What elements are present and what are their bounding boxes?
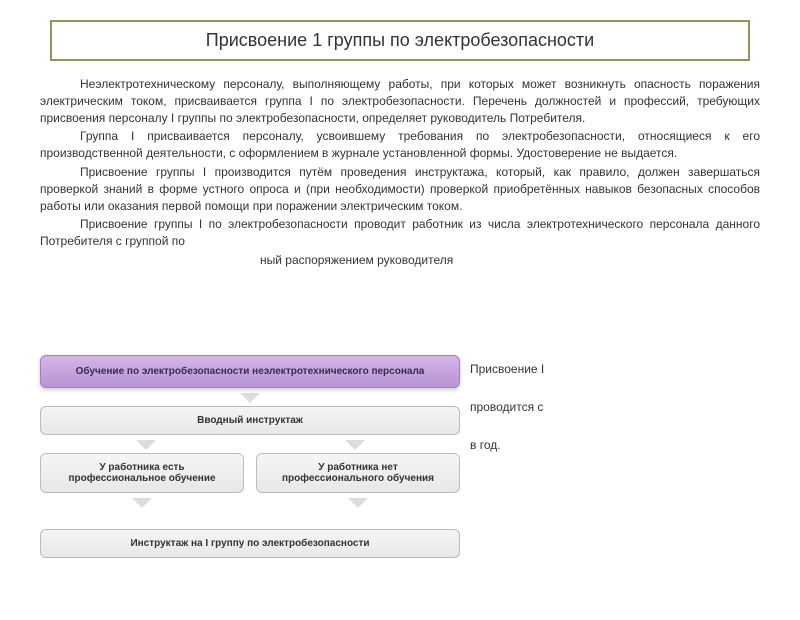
flow-row-branch: У работника есть профессиональное обучен… — [40, 453, 460, 511]
arrow-icon — [348, 498, 368, 508]
flow-node-intro-label: Вводный инструктаж — [197, 415, 303, 426]
paragraph-1: Неэлектротехническому персоналу, выполня… — [40, 76, 760, 126]
flow-node-no-training: У работника нет профессионального обучен… — [256, 453, 460, 493]
side-line-2: проводится с — [470, 398, 760, 416]
body-text: Неэлектротехническому персоналу, выполня… — [0, 76, 800, 269]
flowchart: Обучение по электробезопасности неэлектр… — [40, 355, 460, 558]
paragraph-4: Присвоение группы I по электробезопаснос… — [40, 216, 760, 250]
paragraph-3: Присвоение группы I производится путём п… — [40, 164, 760, 214]
page-title: Присвоение 1 группы по электробезопаснос… — [72, 30, 728, 51]
flow-node-has-training: У работника есть профессиональное обучен… — [40, 453, 244, 493]
side-line-1: Присвоение I — [470, 360, 760, 378]
flow-node-intro: Вводный инструктаж — [40, 406, 460, 435]
side-line-3: в год. — [470, 436, 760, 454]
arrow-icon — [345, 440, 365, 450]
flow-node-instruct-label: Инструктаж на I группу по электробезопас… — [130, 538, 369, 549]
arrow-icon — [136, 440, 156, 450]
flow-node-training-label: Обучение по электробезопасности неэлектр… — [76, 366, 425, 377]
paragraph-2: Группа I присваивается персоналу, усвоив… — [40, 128, 760, 162]
arrow-icon — [240, 393, 260, 403]
side-text: Присвоение I проводится с в год. — [470, 360, 760, 474]
flow-node-instruct: Инструктаж на I группу по электробезопас… — [40, 529, 460, 558]
flow-node-has-training-label: У работника есть профессиональное обучен… — [68, 462, 215, 484]
title-box: Присвоение 1 группы по электробезопаснос… — [50, 20, 750, 61]
flow-node-no-training-label: У работника нет профессионального обучен… — [282, 462, 434, 484]
paragraph-4a: Присвоение группы I по электробезопаснос… — [40, 217, 760, 248]
flow-node-training: Обучение по электробезопасности неэлектр… — [40, 355, 460, 388]
arrow-icon — [132, 498, 152, 508]
paragraph-4b: ный распоряжением руководителя — [40, 252, 760, 269]
